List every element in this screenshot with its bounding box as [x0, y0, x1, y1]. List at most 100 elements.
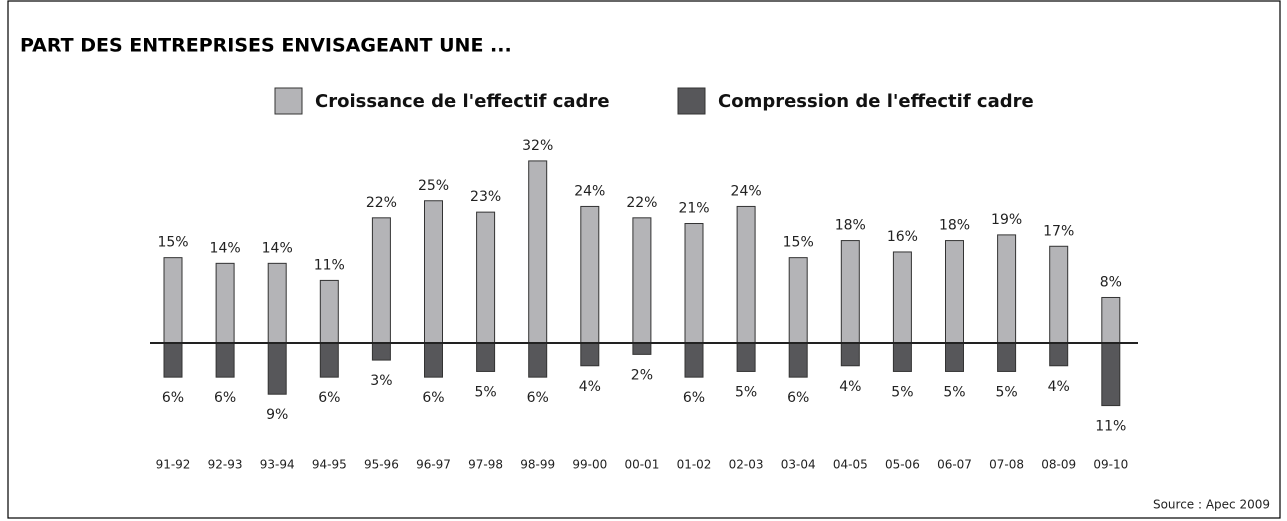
source: Source : Apec 2009 [1153, 498, 1270, 512]
bar [632, 342, 652, 355]
bar [945, 342, 964, 372]
value-label: 16% [887, 229, 918, 245]
x-tick-label: 96-97 [416, 458, 451, 472]
value-label: 4% [839, 379, 861, 395]
bar [1101, 296, 1121, 344]
bar [892, 342, 912, 372]
value-label: 11% [314, 257, 345, 273]
bar [997, 234, 1017, 344]
bar [163, 342, 183, 378]
x-tick-label: 97-98 [468, 458, 503, 472]
value-label: 3% [370, 373, 392, 389]
bar [424, 342, 443, 378]
x-tick-label: 08-09 [1041, 458, 1076, 472]
bar [1049, 245, 1069, 344]
bar [319, 342, 339, 378]
bar [892, 251, 912, 344]
x-tick-label: 98-99 [520, 458, 555, 472]
value-label: 9% [266, 407, 288, 423]
value-label: 11% [1095, 419, 1126, 435]
value-label: 6% [162, 390, 184, 406]
value-label: 6% [318, 390, 340, 406]
value-label: 22% [626, 195, 657, 211]
bar [267, 342, 287, 395]
value-label: 6% [422, 390, 444, 406]
value-label: 14% [262, 240, 293, 256]
value-label: 15% [783, 235, 814, 251]
value-label: 8% [1100, 274, 1122, 290]
bar [632, 217, 652, 344]
x-tick-label: 94-95 [312, 458, 347, 472]
bar [997, 342, 1017, 372]
x-tick-label: 91-92 [156, 458, 191, 472]
bar [736, 205, 756, 344]
bar [945, 240, 964, 344]
value-label: 5% [474, 384, 496, 400]
value-label: 18% [835, 218, 866, 234]
bar [1101, 342, 1121, 407]
value-label: 14% [210, 240, 241, 256]
bar [267, 262, 287, 344]
bar [840, 240, 860, 344]
value-label: 23% [470, 189, 501, 205]
value-label: 6% [787, 390, 809, 406]
value-label: 5% [995, 384, 1017, 400]
value-label: 17% [1043, 223, 1074, 239]
x-tick-label: 03-04 [781, 458, 816, 472]
bar [215, 262, 235, 344]
bar [528, 160, 548, 344]
x-tick-label: 07-08 [989, 458, 1024, 472]
value-label: 6% [214, 390, 236, 406]
value-label: 18% [939, 218, 970, 234]
bar [684, 342, 704, 378]
frame [7, 0, 1281, 519]
legend-label: Compression de l'effectif cadre [718, 91, 1034, 112]
x-tick-label: 04-05 [833, 458, 868, 472]
x-tick-label: 02-03 [729, 458, 764, 472]
bar [788, 257, 808, 344]
value-label: 21% [678, 201, 709, 217]
bar [424, 200, 443, 344]
legend-swatch [274, 87, 303, 115]
value-label: 19% [991, 212, 1022, 228]
value-label: 5% [943, 384, 965, 400]
value-label: 6% [683, 390, 705, 406]
bar [476, 342, 496, 372]
value-label: 32% [522, 138, 553, 154]
bar [1049, 342, 1069, 367]
value-label: 5% [735, 384, 757, 400]
value-label: 22% [366, 195, 397, 211]
x-tick-label: 93-94 [260, 458, 295, 472]
bar [580, 342, 600, 367]
x-tick-label: 00-01 [624, 458, 659, 472]
legend-swatch [677, 87, 706, 115]
bar [163, 257, 183, 344]
value-label: 5% [891, 384, 913, 400]
bar [684, 223, 704, 344]
bar [736, 342, 756, 372]
bar [319, 279, 339, 344]
x-tick-label: 01-02 [677, 458, 712, 472]
x-tick-label: 99-00 [572, 458, 607, 472]
value-label: 4% [579, 379, 601, 395]
value-label: 25% [418, 178, 449, 194]
x-tick-label: 92-93 [208, 458, 243, 472]
bar [840, 342, 860, 367]
legend-label: Croissance de l'effectif cadre [315, 91, 610, 112]
x-tick-label: 09-10 [1093, 458, 1128, 472]
value-label: 24% [574, 183, 605, 199]
x-tick-label: 06-07 [937, 458, 972, 472]
chart-title: PART DES ENTREPRISES ENVISAGEANT UNE ... [20, 35, 512, 57]
bar [528, 342, 548, 378]
value-label: 6% [527, 390, 549, 406]
x-tick-label: 05-06 [885, 458, 920, 472]
bar [476, 211, 496, 344]
bar [371, 217, 391, 344]
value-label: 2% [631, 367, 653, 383]
value-label: 24% [731, 183, 762, 199]
x-tick-label: 95-96 [364, 458, 399, 472]
value-label: 4% [1048, 379, 1070, 395]
bar [371, 342, 391, 361]
bar [788, 342, 808, 378]
